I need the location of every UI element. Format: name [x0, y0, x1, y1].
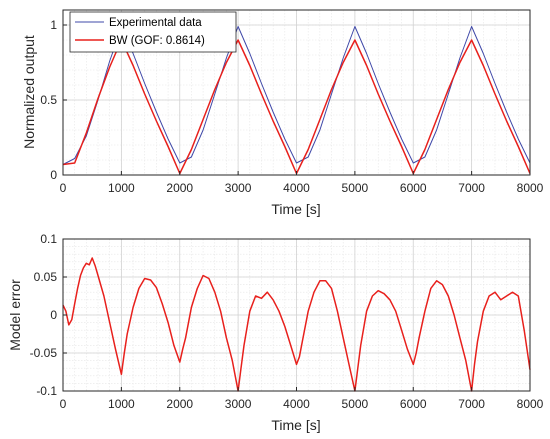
x-tick-label: 2000	[166, 397, 193, 411]
x-tick-label: 7000	[458, 181, 485, 195]
top-y-ticks: 00.51	[40, 18, 67, 182]
y-tick-label: 0	[50, 308, 57, 322]
legend-box	[69, 11, 237, 53]
bottom-chart: 0 1000 2000 3000 4000 5000 6000 7000 8000 -0.1-0…	[7, 232, 544, 433]
x-tick-label: 1000	[108, 181, 135, 195]
top-x-ticks: 0 1000 2000 3000 4000 5000 6000 7000 8000	[60, 171, 544, 195]
x-tick-label: 6000	[400, 397, 427, 411]
x-tick-label: 5000	[342, 181, 369, 195]
series-line-1-0	[62, 257, 531, 392]
y-tick-label: -0.1	[36, 384, 57, 398]
legend-label-bw: BW (GOF: 0.8614)	[109, 35, 205, 47]
x-tick-label: 2000	[166, 181, 193, 195]
top-y-axis-label: Normalized output	[21, 35, 37, 149]
y-tick-label: 0.05	[34, 270, 58, 284]
x-tick-label: 3000	[225, 397, 252, 411]
y-tick-label: 0.1	[40, 232, 57, 246]
x-tick-label: 0	[60, 397, 67, 411]
x-tick-label: 4000	[283, 397, 310, 411]
legend: Experimental data BW (GOF: 0.8614)	[69, 11, 237, 53]
bottom-series-group	[62, 257, 531, 392]
x-tick-label: 4000	[283, 181, 310, 195]
x-tick-label: 0	[60, 181, 67, 195]
x-tick-label: 3000	[225, 181, 252, 195]
bottom-x-ticks: 0 1000 2000 3000 4000 5000 6000 7000 8000	[60, 387, 544, 411]
bottom-y-axis-label: Model error	[7, 279, 23, 351]
bottom-x-axis-label: Time [s]	[271, 417, 320, 433]
y-tick-label: -0.05	[30, 346, 58, 360]
x-tick-label: 8000	[517, 397, 544, 411]
x-tick-label: 8000	[517, 181, 544, 195]
top-chart: 0 1000 2000 3000 4000 5000 6000 7000 8000 00.51 …	[21, 9, 544, 217]
x-tick-label: 1000	[108, 397, 135, 411]
y-tick-label: 1	[50, 18, 57, 32]
top-x-axis-label: Time [s]	[271, 201, 320, 217]
y-tick-label: 0.5	[40, 93, 57, 107]
x-tick-label: 5000	[342, 397, 369, 411]
y-tick-label: 0	[50, 168, 57, 182]
x-tick-label: 7000	[458, 397, 485, 411]
legend-label-experimental: Experimental data	[109, 17, 202, 29]
x-tick-label: 6000	[400, 181, 427, 195]
bottom-y-ticks: -0.1 -0.05 0 0.05 0.1	[30, 232, 67, 398]
